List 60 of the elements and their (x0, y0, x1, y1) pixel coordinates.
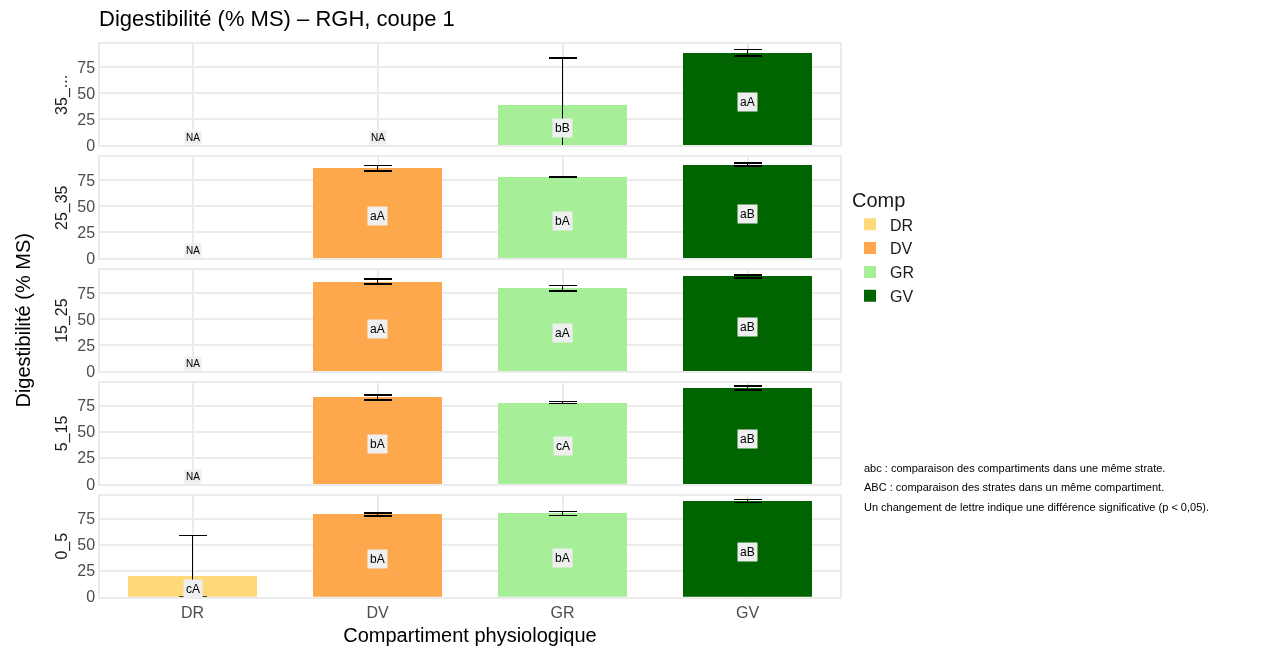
y-tick-label: 0 (86, 362, 96, 380)
text: ABC : comparaison des strates dans un même compartiment. (864, 481, 1165, 493)
y-tick-label: 50 (77, 423, 96, 441)
legend-label: DR (890, 216, 914, 234)
annotation: aA (740, 95, 755, 109)
y-axis-title: 0_5 (52, 532, 71, 560)
y-axis-title: 15_25 (52, 298, 71, 343)
annotation: aB (740, 545, 755, 559)
text: NA (186, 132, 200, 143)
y-tick-label: 50 (77, 197, 96, 215)
chart-title: Digestibilité (% MS) – RGH, coupe 1 (99, 6, 455, 31)
annotation: aA (370, 209, 385, 223)
y-tick-label: 25 (77, 110, 96, 128)
legend-label: GV (890, 287, 914, 305)
legend-title: Comp (852, 189, 906, 212)
y-tick-label: 50 (77, 536, 96, 554)
x-tick-label: GR (550, 603, 575, 621)
y-tick-label: 0 (86, 588, 96, 606)
x-tick-label: DV (366, 603, 389, 621)
annotation: aB (740, 320, 755, 334)
y-tick-label: 50 (77, 310, 96, 328)
y-axis-title: 35_... (52, 74, 71, 115)
x-tick-label: GV (735, 603, 760, 621)
annotation: bA (555, 214, 570, 228)
annotation: aA (555, 326, 570, 340)
annotation: cA (186, 582, 201, 596)
annotation: cA (556, 439, 571, 453)
text: NA (186, 358, 200, 369)
y-tick-label: 50 (77, 84, 96, 102)
y-tick-label: 25 (77, 336, 96, 354)
y-axis-title: 25_35 (52, 185, 71, 230)
y-tick-label: 0 (86, 136, 96, 154)
y-tick-label: 25 (77, 223, 96, 241)
y-tick-label: 75 (77, 284, 96, 302)
text: Digestibilité (% MS) (12, 233, 35, 408)
annotation: bA (555, 551, 570, 565)
y-tick-label: 0 (86, 475, 96, 493)
legend-label: GR (890, 264, 914, 282)
y-tick-label: 75 (77, 58, 96, 76)
y-tick-label: 25 (77, 562, 96, 580)
annotation: aB (740, 432, 755, 446)
y-tick-label: 75 (77, 510, 96, 528)
text: NA (186, 245, 200, 256)
annotation: bA (370, 552, 385, 566)
y-axis-title: 5_15 (52, 415, 71, 452)
x-axis-title: Compartiment physiologique (343, 623, 597, 646)
text: Un changement de lettre indique une différence significative (p < 0,05). (864, 501, 1209, 513)
y-tick-label: 75 (77, 171, 96, 189)
annotation: bB (555, 121, 570, 135)
text: NA (186, 471, 200, 482)
annotation: aA (370, 322, 385, 336)
annotation: bA (370, 437, 385, 451)
y-tick-label: 25 (77, 449, 96, 467)
legend-label: DV (890, 240, 913, 258)
y-tick-label: 0 (86, 249, 96, 267)
text: NA (371, 132, 385, 143)
text: abc : comparaison des compartiments dans une même strate. (864, 462, 1166, 474)
x-tick-label: DR (180, 603, 205, 621)
y-tick-label: 75 (77, 397, 96, 415)
annotation: aB (740, 207, 755, 221)
